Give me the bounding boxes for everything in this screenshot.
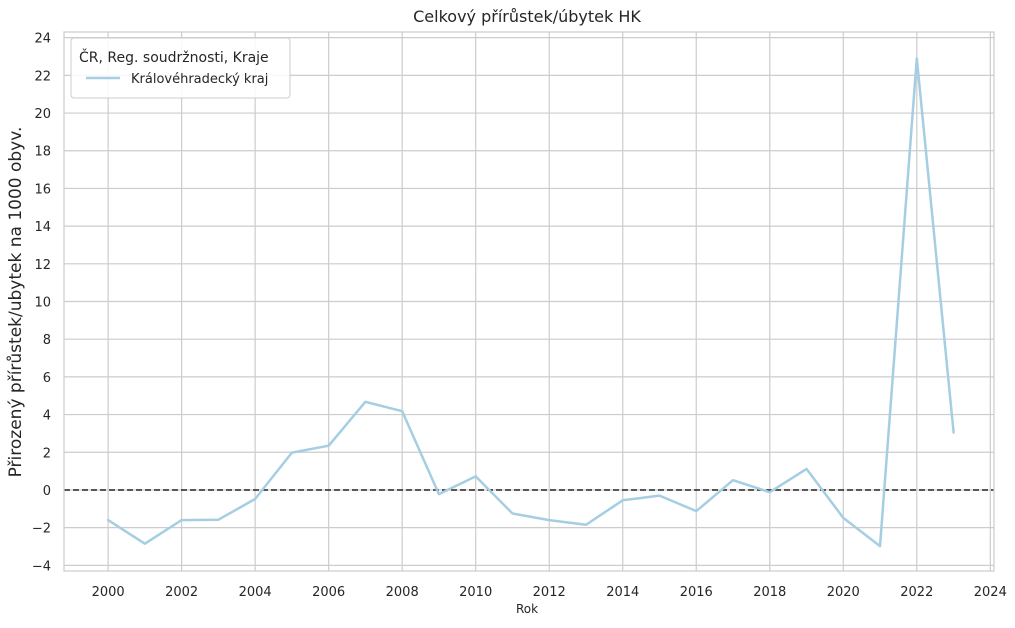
y-tick-label: 10 [34, 296, 51, 311]
y-tick-label: 2 [43, 446, 51, 461]
series-line [106, 57, 955, 548]
y-tick-label: 0 [43, 484, 51, 499]
x-tick-label: 2006 [312, 585, 345, 600]
y-tick-label: 24 [34, 32, 51, 47]
y-tick-label: 4 [43, 409, 51, 424]
y-tick-label: 8 [43, 333, 51, 348]
y-tick-label: 14 [34, 220, 51, 235]
chart-title: Celkový přírůstek/úbytek HK [413, 7, 641, 26]
y-tick-label: 16 [34, 182, 51, 197]
legend: ČR, Reg. soudržnosti, Kraje Královéhrade… [70, 37, 291, 99]
y-tick-label: 6 [43, 371, 51, 386]
y-tick-label: 20 [34, 107, 51, 122]
x-tick-label: 2024 [974, 585, 1007, 600]
series-group [106, 57, 955, 548]
grid [64, 32, 994, 571]
legend-box [70, 37, 291, 99]
y-tick-label: −4 [32, 559, 51, 574]
plot-border [63, 31, 995, 572]
x-axis-ticks: 2000 2002 2004 2006 2008 2010 2012 2014 2016 2018… [92, 585, 1007, 600]
x-tick-label: 2020 [827, 585, 860, 600]
x-axis-label: Rok [516, 602, 538, 616]
x-tick-label: 2004 [239, 585, 272, 600]
x-tick-label: 2016 [680, 585, 713, 600]
y-tick-label: −2 [32, 522, 51, 537]
x-tick-label: 2000 [92, 585, 125, 600]
plot-frame [63, 31, 995, 572]
x-tick-label: 2014 [606, 585, 639, 600]
legend-title: ČR, Reg. soudržnosti, Kraje [79, 48, 269, 66]
x-tick-label: 2008 [386, 585, 419, 600]
y-tick-label: 22 [34, 69, 51, 84]
y-tick-label: 12 [34, 258, 51, 273]
legend-entry-label: Královéhradecký kraj [131, 72, 268, 87]
x-tick-label: 2010 [459, 585, 492, 600]
y-axis-label: Přirozený přírůstek/ubytek na 1000 obyv. [6, 127, 26, 478]
x-tick-label: 2002 [165, 585, 198, 600]
x-tick-label: 2022 [900, 585, 933, 600]
y-tick-label: 18 [34, 145, 51, 160]
x-tick-label: 2012 [533, 585, 566, 600]
x-tick-label: 2018 [753, 585, 786, 600]
